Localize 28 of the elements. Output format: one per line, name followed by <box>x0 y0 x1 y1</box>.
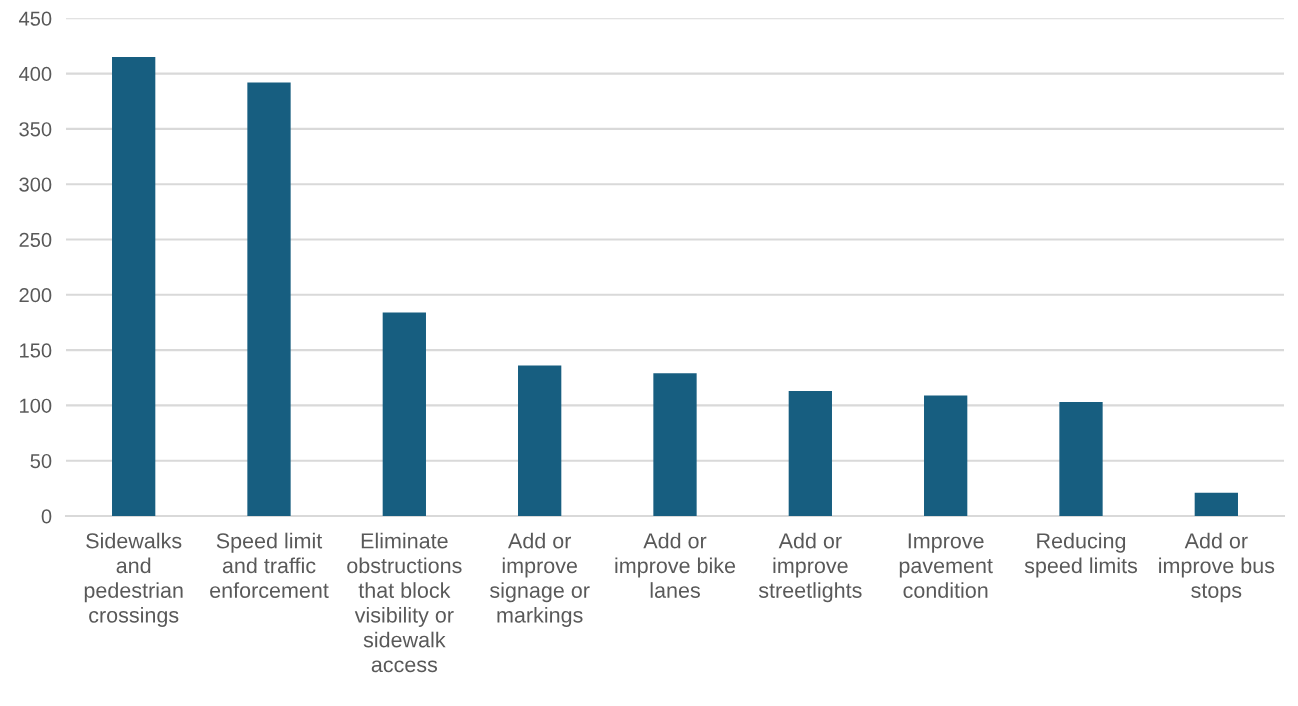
y-tick-label: 50 <box>30 453 52 469</box>
x-tick-label: Eliminate obstructions that block visibility or sidewalk access <box>347 532 462 673</box>
x-tick-label: Improve pavement condition <box>899 533 993 598</box>
y-tick-label: 0 <box>41 509 52 524</box>
bar <box>518 365 562 516</box>
bar <box>112 57 156 516</box>
y-tick-label: 300 <box>19 177 52 192</box>
y-tick-label: 250 <box>19 232 52 247</box>
x-tick-label: Speed limit and traffic enforcement <box>210 532 329 598</box>
bar <box>382 312 426 516</box>
bar <box>788 391 832 516</box>
y-tick-label: 450 <box>18 11 52 26</box>
x-tick-label: Add or improve bike lanes <box>615 532 736 598</box>
x-tick-label: Add or improve bus stops <box>1159 532 1275 603</box>
bar <box>247 82 291 516</box>
x-tick-label: Reducing speed limits <box>1024 532 1138 578</box>
x-tick-label: Sidewalks and pedestrian crossings <box>84 532 183 627</box>
x-tick-label: Add or improve signage or markings <box>490 532 590 627</box>
y-tick-label: 400 <box>18 66 52 82</box>
bar <box>1194 492 1238 516</box>
bar <box>924 395 968 516</box>
y-tick-label: 150 <box>20 343 52 358</box>
y-tick-label: 200 <box>19 288 52 303</box>
x-tick-label: Add or improve streetlights <box>758 532 862 603</box>
bar <box>653 373 697 516</box>
bar <box>1059 402 1103 516</box>
y-tick-label: 350 <box>19 122 52 137</box>
y-tick-label: 100 <box>20 398 52 413</box>
